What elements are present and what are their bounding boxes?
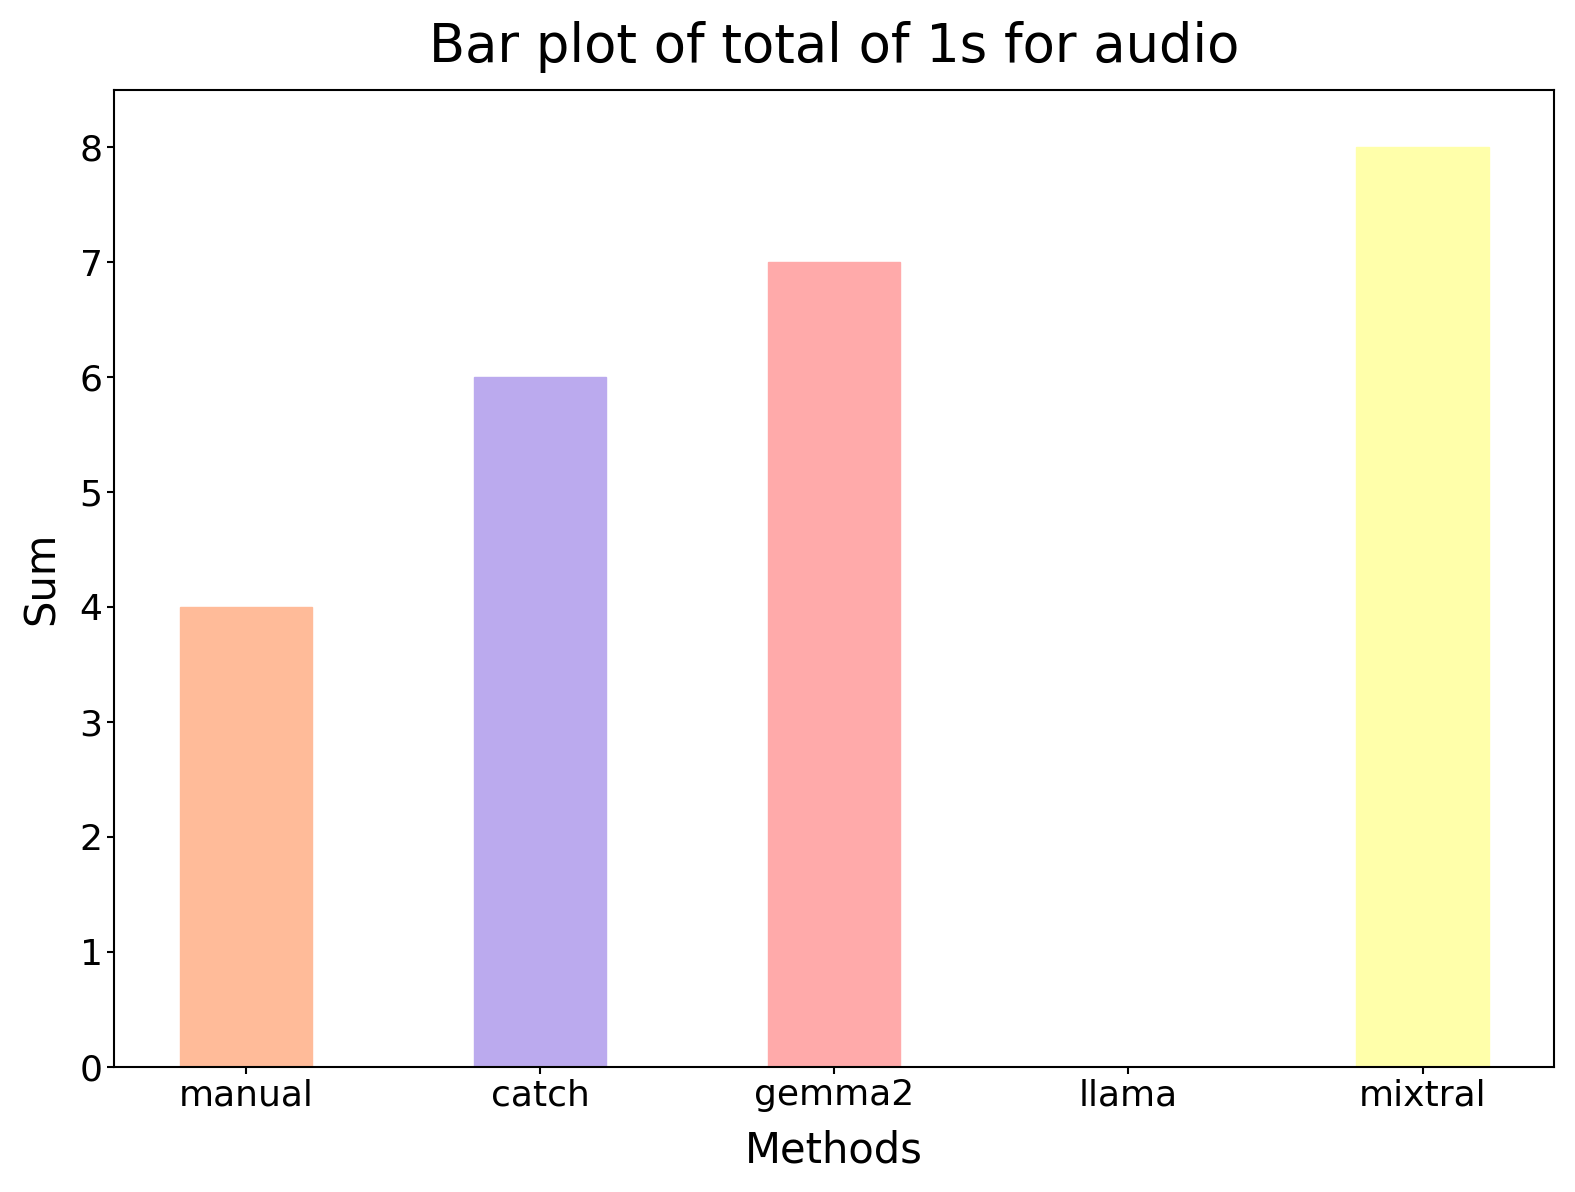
Bar xyxy=(769,262,901,1067)
Bar xyxy=(474,377,606,1067)
Y-axis label: Sum: Sum xyxy=(20,532,63,625)
X-axis label: Methods: Methods xyxy=(745,1129,923,1172)
Bar xyxy=(1356,147,1488,1067)
Title: Bar plot of total of 1s for audio: Bar plot of total of 1s for audio xyxy=(428,20,1240,73)
Bar xyxy=(180,607,312,1067)
